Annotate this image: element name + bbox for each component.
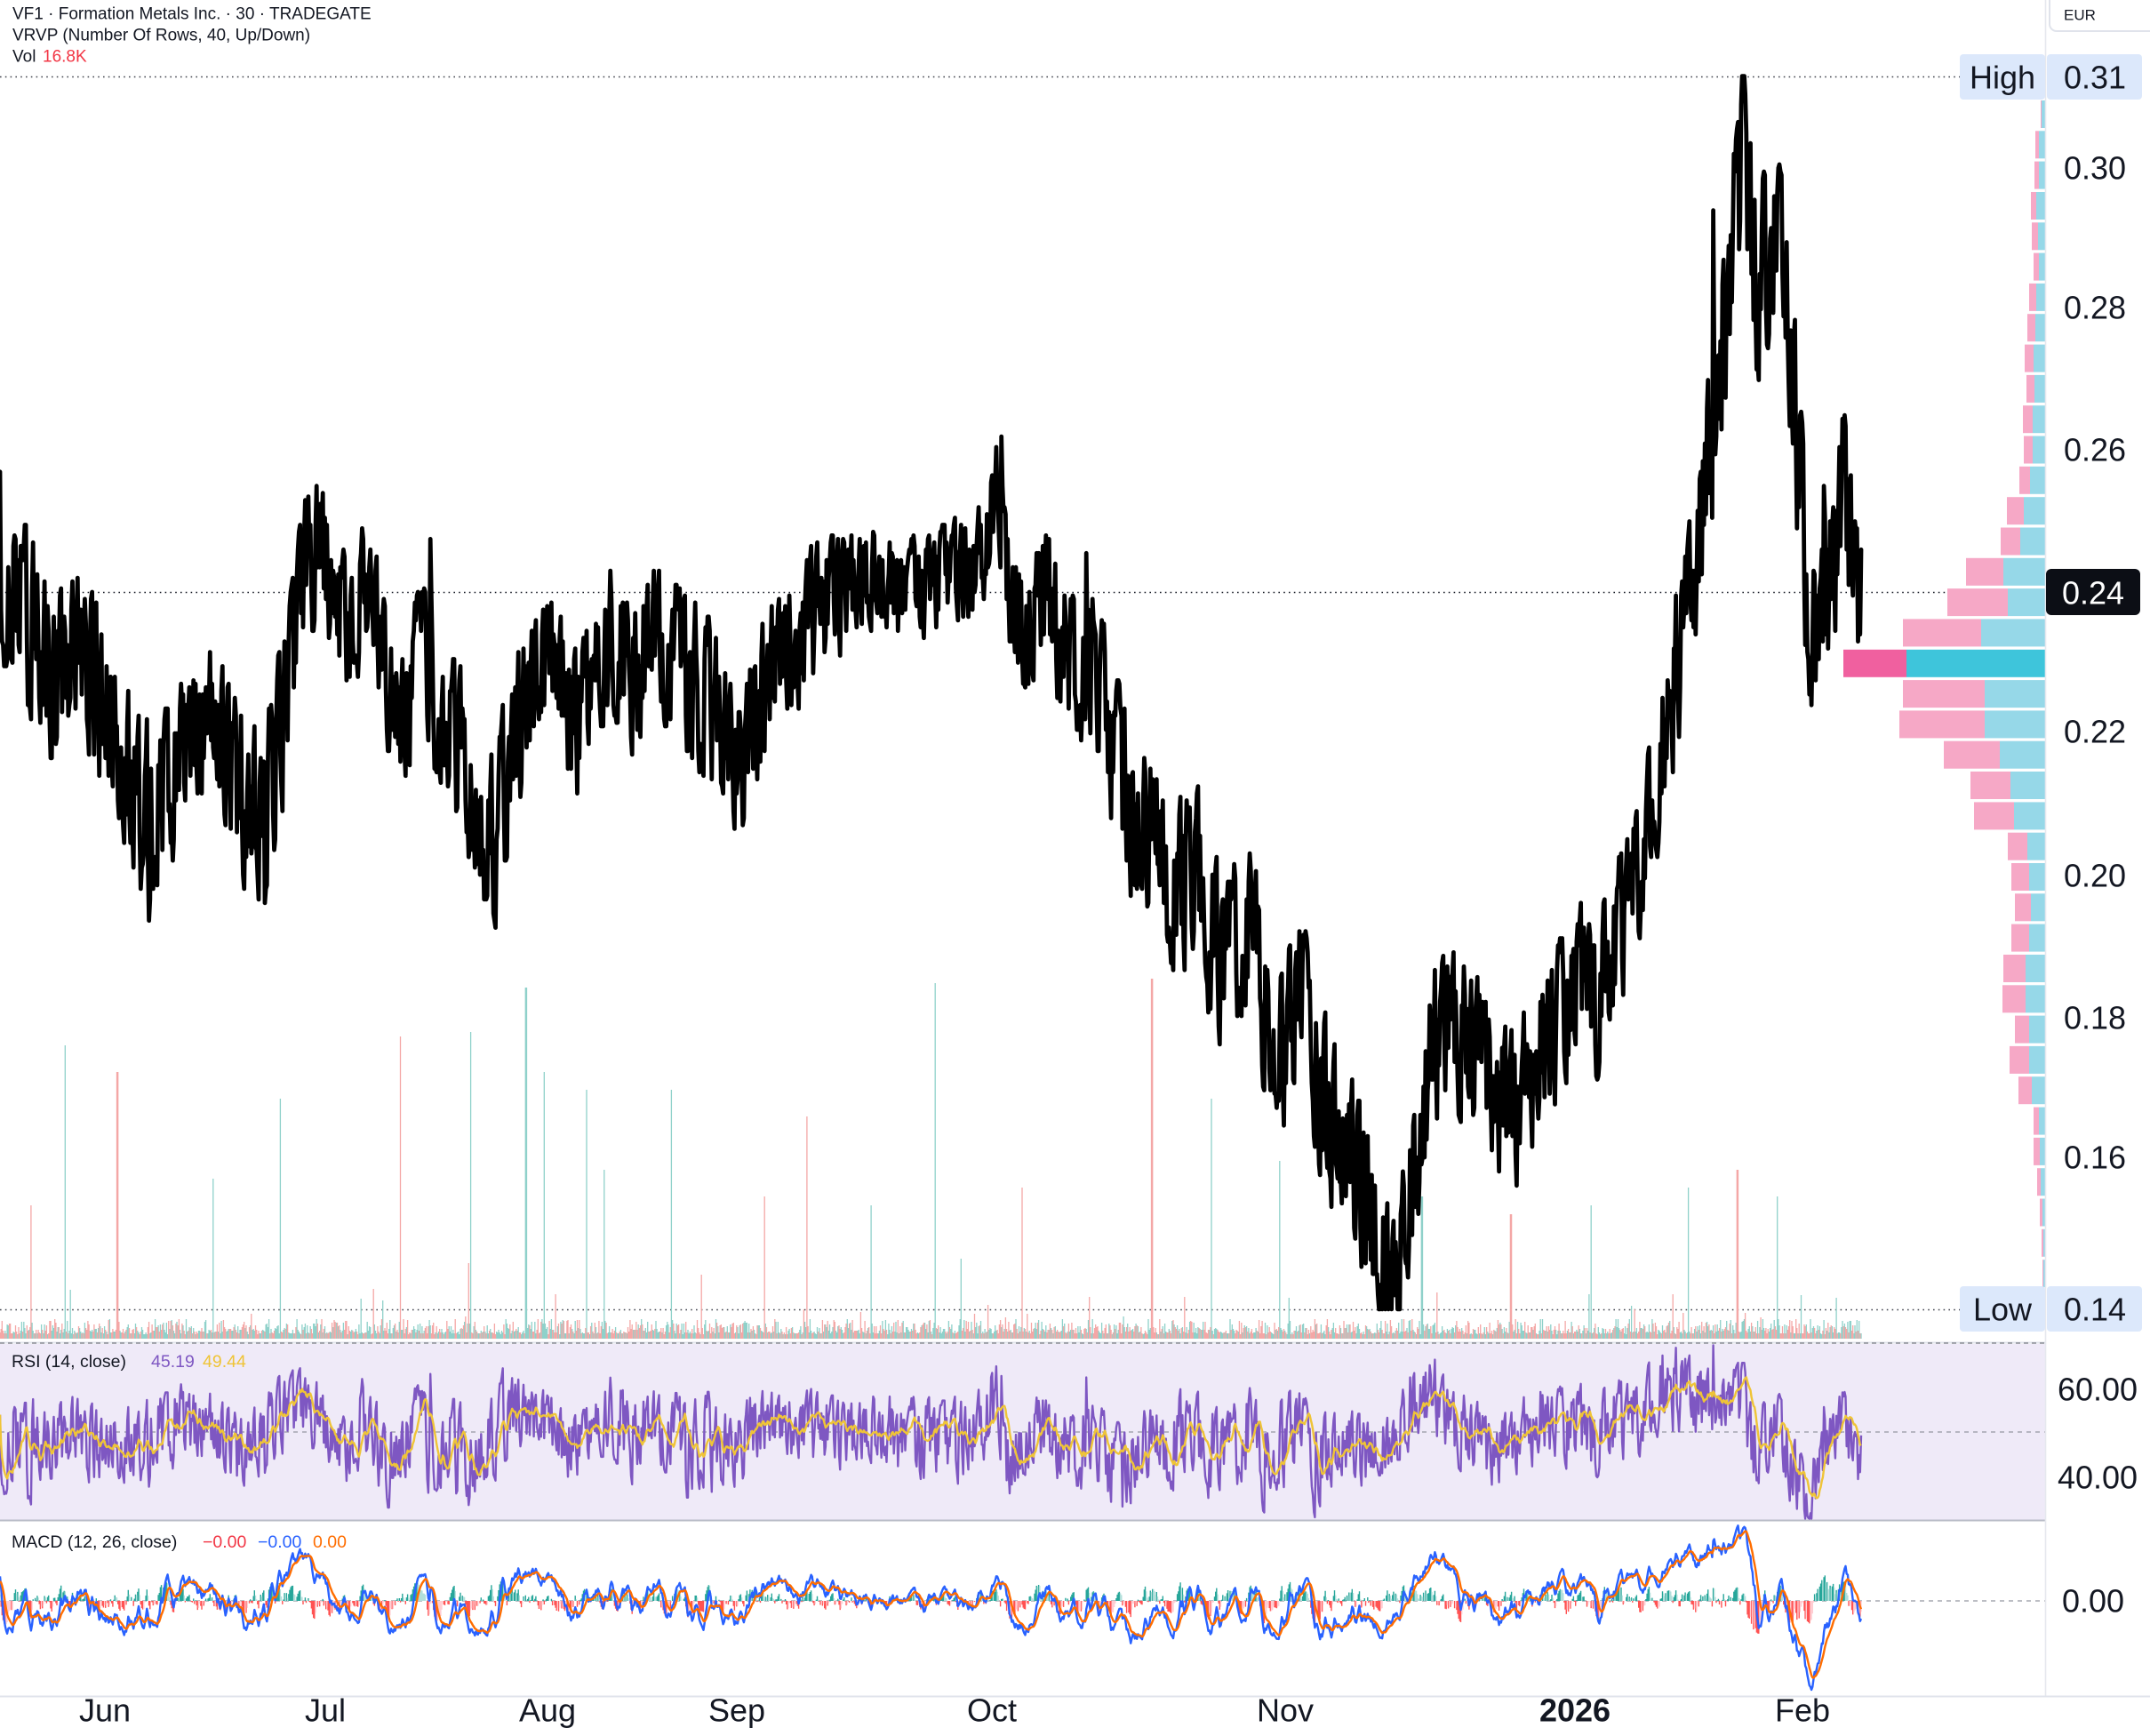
svg-text:0.18: 0.18 [2064, 1000, 2126, 1036]
svg-text:0.31: 0.31 [2064, 60, 2126, 96]
svg-text:Feb: Feb [1775, 1692, 1830, 1729]
svg-text:MACD (12, 26, close): MACD (12, 26, close) [12, 1532, 177, 1552]
svg-text:High: High [1970, 60, 2035, 96]
svg-text:VF1 · Formation Metals Inc. ·: VF1 · Formation Metals Inc. · 30 · TRADE… [12, 5, 372, 24]
svg-text:Nov: Nov [1257, 1692, 1314, 1729]
svg-text:Low: Low [1973, 1292, 2033, 1328]
svg-text:−0.00: −0.00 [258, 1532, 301, 1552]
svg-text:45.19: 45.19 [151, 1352, 195, 1372]
svg-text:0.20: 0.20 [2064, 858, 2126, 894]
svg-text:Sep: Sep [708, 1692, 765, 1729]
svg-text:0.14: 0.14 [2064, 1292, 2126, 1328]
svg-text:16.8K: 16.8K [43, 48, 87, 67]
svg-text:Vol: Vol [12, 48, 36, 67]
svg-text:−0.00: −0.00 [203, 1532, 246, 1552]
svg-text:0.00: 0.00 [2062, 1583, 2124, 1620]
svg-text:Oct: Oct [967, 1692, 1017, 1729]
svg-text:VRVP (Number Of Rows, 40, Up/D: VRVP (Number Of Rows, 40, Up/Down) [12, 27, 310, 45]
svg-text:0.22: 0.22 [2064, 714, 2126, 750]
svg-text:60.00: 60.00 [2058, 1372, 2138, 1408]
svg-text:Jun: Jun [79, 1692, 131, 1729]
svg-text:49.44: 49.44 [203, 1352, 246, 1372]
svg-text:RSI (14, close): RSI (14, close) [12, 1352, 126, 1372]
svg-text:0.26: 0.26 [2064, 432, 2126, 468]
svg-text:0.28: 0.28 [2064, 290, 2126, 326]
svg-text:0.30: 0.30 [2064, 150, 2126, 187]
svg-text:Jul: Jul [305, 1692, 346, 1729]
svg-text:0.24: 0.24 [2062, 575, 2124, 612]
svg-text:EUR: EUR [2064, 7, 2096, 24]
svg-text:Aug: Aug [519, 1692, 576, 1729]
svg-text:0.00: 0.00 [313, 1532, 347, 1552]
svg-text:2026: 2026 [1539, 1692, 1611, 1729]
svg-text:0.16: 0.16 [2064, 1140, 2126, 1176]
svg-text:40.00: 40.00 [2058, 1460, 2138, 1496]
